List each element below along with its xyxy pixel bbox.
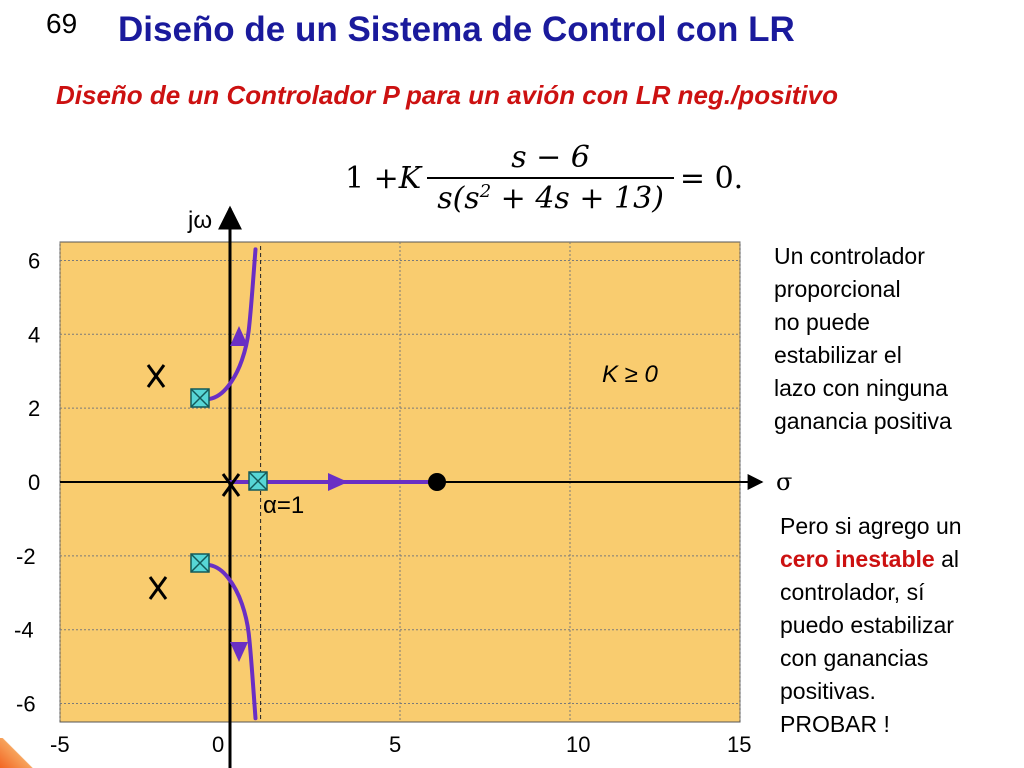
y-tick-label: 2	[28, 396, 40, 421]
alpha-label: α=1	[263, 492, 304, 519]
closed-loop-pole-marker	[190, 553, 210, 573]
equation-gain: K	[398, 160, 422, 196]
x-tick-label: 0	[212, 732, 224, 757]
note-line: proporcional	[774, 276, 901, 302]
locus-arrow-upper	[230, 326, 248, 346]
locus-arrow-real	[328, 473, 348, 491]
equation-numerator: s − 6	[511, 140, 590, 175]
pole-marker	[221, 473, 241, 497]
denominator-pre: s(s	[437, 181, 480, 216]
gain-condition-label: K ≥ 0	[602, 361, 659, 388]
x-tick-label: 5	[389, 732, 401, 757]
note-line: lazo con ninguna	[774, 375, 948, 401]
note-line: estabilizar el	[774, 342, 902, 368]
zero-marker	[428, 473, 446, 491]
y-tick-label: -2	[16, 544, 36, 569]
equation-rhs: = 0.	[679, 160, 744, 196]
x-tick-label: -5	[50, 732, 70, 757]
imag-axis-label: jω	[187, 207, 212, 234]
marker-diag	[248, 471, 268, 491]
closed-loop-pole-marker	[248, 471, 268, 491]
equation-fraction: s − 6 s(s2 + 4s + 13)	[427, 140, 674, 216]
note-unstable-zero: Pero si agrego un cero inestable al cont…	[780, 510, 962, 741]
corner-decoration	[0, 738, 34, 768]
note-line: positivas.	[780, 678, 876, 704]
note-line-highlight: cero inestable al	[780, 543, 962, 576]
marker-diag	[190, 553, 210, 573]
equation-lhs: 1 +	[345, 160, 399, 196]
pole-stroke	[146, 364, 166, 388]
marker-diag	[190, 388, 210, 408]
real-axis-label: σ	[776, 468, 792, 496]
note-line: no puede	[774, 309, 870, 335]
x-tick-label: 10	[566, 732, 590, 757]
note-proportional: Un controlador proporcional no puede est…	[774, 240, 952, 438]
pole-marker	[148, 576, 168, 600]
characteristic-equation: 1 + K s − 6 s(s2 + 4s + 13) = 0.	[345, 138, 743, 218]
note-line: puedo estabilizar	[780, 612, 954, 638]
closed-loop-pole-marker	[190, 388, 210, 408]
x-tick-label: 15	[727, 732, 751, 757]
y-tick-label: 0	[28, 470, 40, 495]
slide-number: 69	[46, 8, 78, 39]
locus-arrow-lower	[230, 642, 248, 662]
highlight-text: cero inestable	[780, 546, 935, 572]
denominator-exponent: 2	[479, 181, 492, 202]
note-line: PROBAR !	[780, 711, 890, 737]
note-line: controlador, sí	[780, 579, 925, 605]
y-tick-label: 6	[28, 248, 40, 273]
pole-stroke	[148, 576, 168, 600]
denominator-post: + 4s + 13)	[491, 181, 664, 216]
note-line: Pero si agrego un	[780, 513, 962, 539]
slide-title: Diseño de un Sistema de Control con LR	[118, 10, 795, 49]
equation-denominator: s(s2 + 4s + 13)	[427, 177, 674, 216]
slide-subtitle: Diseño de un Controlador P para un avión…	[56, 80, 838, 110]
note-line: con ganancias	[780, 645, 929, 671]
y-tick-label: -4	[14, 618, 34, 643]
y-tick-label: -6	[16, 692, 36, 717]
y-tick-label: 4	[28, 322, 40, 347]
note-line-tail: al	[934, 546, 959, 572]
pole-stroke	[221, 473, 241, 497]
pole-marker	[146, 364, 166, 388]
note-line: Un controlador	[774, 243, 925, 269]
note-line: ganancia positiva	[774, 408, 952, 434]
